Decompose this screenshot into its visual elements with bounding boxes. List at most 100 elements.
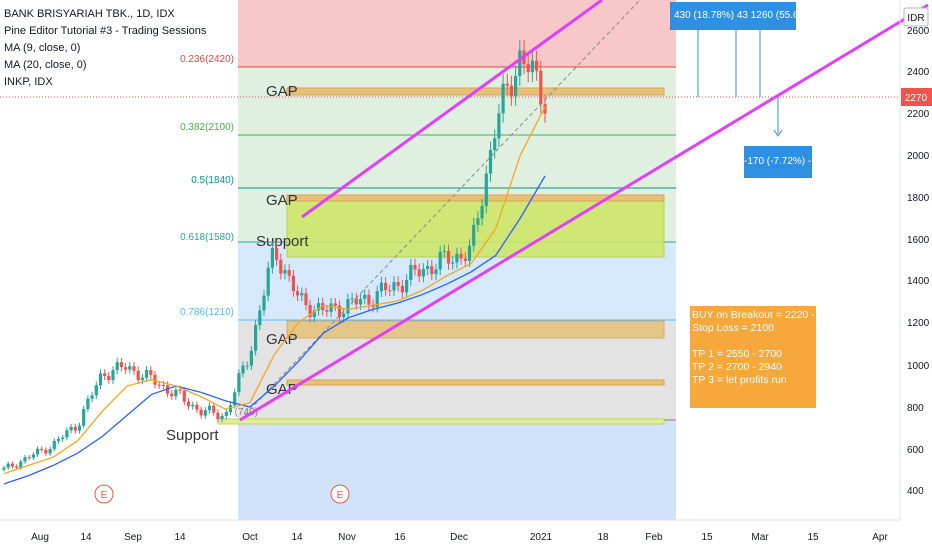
ma20-line[interactable] [3, 175, 546, 485]
candle-body[interactable] [392, 282, 396, 291]
support-zone[interactable] [286, 194, 665, 258]
candle-body[interactable] [367, 294, 371, 305]
candle-body[interactable] [296, 291, 300, 296]
candle-body[interactable] [56, 439, 61, 441]
candle-body[interactable] [65, 430, 69, 438]
candle-body[interactable] [128, 366, 132, 370]
candle-body[interactable] [220, 415, 224, 419]
candle-body[interactable] [388, 290, 392, 292]
candle-body[interactable] [316, 303, 321, 311]
measure-down-box[interactable]: -170 (-7.72%) -17 [744, 146, 822, 178]
candle-body[interactable] [434, 269, 438, 275]
candle-body[interactable] [472, 224, 476, 246]
candle-body[interactable] [275, 248, 279, 260]
candle-body[interactable] [312, 310, 316, 318]
candle-body[interactable] [514, 76, 518, 97]
candle-body[interactable] [27, 457, 31, 459]
candle-body[interactable] [354, 298, 358, 305]
candle-body[interactable] [501, 83, 505, 114]
candle-body[interactable] [145, 370, 149, 378]
candle-body[interactable] [228, 405, 233, 412]
channel-upper[interactable] [301, 0, 603, 219]
candle-body[interactable] [182, 390, 186, 402]
candle-body[interactable] [161, 385, 165, 386]
candle-body[interactable] [124, 367, 128, 370]
candle-body[interactable] [346, 299, 350, 314]
candle-body[interactable] [493, 138, 497, 151]
legend-ma9[interactable]: MA (9, close, 0) [4, 42, 81, 54]
candle-body[interactable] [467, 245, 472, 261]
price-axis[interactable]: 2600 2400 2200 2000 1800 1600 1400 1200 1000 800 6… [907, 26, 930, 497]
candle-body[interactable] [266, 267, 270, 296]
candle-body[interactable] [186, 401, 191, 407]
candle-body[interactable] [153, 374, 157, 385]
candle-body[interactable] [258, 310, 262, 326]
legend-script[interactable]: Pine Editor Tutorial #3 - Trading Sessio… [4, 25, 207, 37]
candle-body[interactable] [283, 270, 287, 274]
candle-body[interactable] [396, 282, 400, 286]
candle-body[interactable] [224, 412, 228, 416]
candle-body[interactable] [103, 373, 107, 376]
candle-body[interactable] [417, 269, 421, 277]
candle-body[interactable] [518, 50, 522, 76]
trade-plan-box[interactable]: BUY on Breakout = 2220 - 2270 Stop Loss … [690, 306, 841, 408]
fib-trend-line[interactable] [239, 0, 641, 421]
candle-body[interactable] [484, 173, 488, 207]
candle-body[interactable] [446, 251, 451, 264]
candle-body[interactable] [442, 251, 446, 252]
candle-body[interactable] [451, 262, 455, 264]
candle-body[interactable] [178, 389, 182, 391]
candle-body[interactable] [82, 409, 86, 426]
candle-body[interactable] [262, 295, 266, 311]
candle-series[interactable] [2, 40, 547, 472]
candle-body[interactable] [405, 279, 409, 293]
candle-body[interactable] [52, 441, 56, 449]
candle-body[interactable] [543, 104, 547, 114]
candle-body[interactable] [459, 253, 463, 259]
candle-body[interactable] [23, 457, 27, 462]
candle-body[interactable] [358, 298, 363, 305]
candle-body[interactable] [333, 303, 337, 306]
candle-body[interactable] [371, 304, 375, 308]
candle-body[interactable] [157, 384, 161, 386]
candle-body[interactable] [195, 404, 199, 410]
candle-body[interactable] [308, 305, 312, 318]
legend-symbol[interactable]: BANK BRISYARIAH TBK., 1D, IDX [4, 8, 175, 20]
candle-body[interactable] [61, 437, 65, 440]
candle-body[interactable] [40, 448, 44, 450]
candle-body[interactable] [31, 454, 35, 458]
candle-body[interactable] [497, 113, 501, 139]
candle-body[interactable] [430, 266, 434, 275]
candle-body[interactable] [90, 395, 94, 399]
candle-body[interactable] [86, 398, 90, 410]
candle-body[interactable] [15, 466, 19, 468]
candle-body[interactable] [212, 405, 216, 413]
candle-body[interactable] [413, 264, 417, 270]
measure-up-box[interactable]: 430 (18.78%) 43 1260 (55.61%) 126 [670, 2, 836, 30]
candle-body[interactable] [304, 293, 308, 305]
candle-body[interactable] [233, 392, 237, 406]
candle-body[interactable] [379, 282, 383, 292]
candle-body[interactable] [245, 365, 249, 367]
candle-body[interactable] [44, 449, 48, 454]
candle-body[interactable] [409, 264, 413, 280]
candle-body[interactable] [438, 252, 442, 270]
candle-body[interactable] [170, 393, 174, 397]
candle-body[interactable] [350, 298, 354, 300]
candle-body[interactable] [421, 269, 425, 277]
ma9-line[interactable] [3, 106, 546, 475]
gap-zone-low[interactable] [286, 379, 665, 386]
candle-body[interactable] [203, 410, 207, 416]
candle-body[interactable] [207, 405, 212, 411]
candle-body[interactable] [199, 409, 203, 416]
candle-body[interactable] [98, 373, 103, 386]
candle-body[interactable] [480, 206, 484, 219]
candle-body[interactable] [149, 370, 153, 375]
candle-body[interactable] [10, 463, 14, 467]
candle-body[interactable] [526, 64, 530, 73]
candle-body[interactable] [73, 427, 77, 431]
candle-body[interactable] [384, 282, 388, 291]
candle-body[interactable] [530, 60, 534, 73]
